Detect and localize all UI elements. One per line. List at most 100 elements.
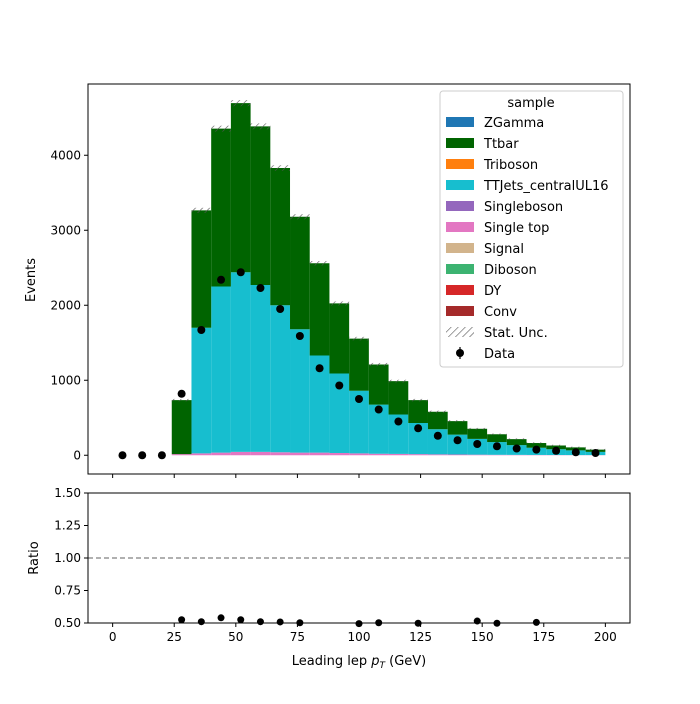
bar-ttbar — [191, 210, 211, 327]
ratio-point — [178, 616, 185, 623]
bar-single-top — [231, 452, 251, 455]
bar-ttjets-centralul16 — [231, 272, 251, 452]
legend-label: Single top — [484, 221, 549, 236]
data-point — [335, 382, 343, 390]
bar-single-top — [270, 452, 290, 455]
legend-swatch — [446, 201, 474, 211]
legend-swatch — [446, 117, 474, 127]
stat-unc-band — [329, 301, 349, 305]
x-tick-label: 75 — [290, 630, 305, 644]
bar-ttbar — [310, 263, 330, 355]
legend-label: Data — [484, 347, 515, 362]
data-point — [197, 326, 205, 334]
x-tick-label: 25 — [167, 630, 182, 644]
data-point — [532, 446, 540, 454]
x-tick-label: 200 — [594, 630, 617, 644]
stat-unc-band — [290, 214, 310, 219]
stat-unc-band — [172, 399, 192, 401]
bar-single-top — [329, 453, 349, 455]
ratio-y-axis-label: Ratio — [27, 541, 42, 574]
bar-ttbar — [448, 421, 468, 435]
legend-label: Ttbar — [483, 137, 519, 152]
data-point — [414, 424, 422, 432]
main-x-ticks — [113, 474, 606, 478]
data-point — [592, 449, 600, 457]
stat-unc-band — [211, 126, 231, 132]
stat-unc-band — [507, 438, 527, 440]
stat-unc-band — [191, 208, 211, 213]
legend-label: ZGamma — [484, 116, 544, 131]
legend-label: Conv — [484, 305, 517, 320]
data-point — [375, 406, 383, 414]
bar-ttbar — [270, 168, 290, 305]
data-point — [434, 432, 442, 440]
ratio-point — [257, 618, 264, 625]
legend-title: sample — [507, 96, 554, 111]
stat-unc-band — [231, 100, 251, 106]
data-point — [118, 451, 126, 459]
bar-single-top — [191, 453, 211, 455]
y-tick-label: 1.25 — [54, 519, 81, 533]
data-point — [178, 390, 186, 398]
legend-swatch — [446, 243, 474, 253]
y-tick-label: 0.50 — [54, 616, 81, 630]
data-point — [296, 332, 304, 340]
bar-ttbar — [507, 439, 527, 445]
data-point — [572, 448, 580, 456]
bar-ttbar — [369, 365, 389, 405]
data-point — [493, 442, 501, 450]
legend: sample ZGammaTtbarTribosonTTJets_central… — [440, 91, 623, 367]
bar-ttjets-centralul16 — [270, 305, 290, 452]
bar-ttjets-centralul16 — [290, 329, 310, 452]
x-tick-label: 175 — [532, 630, 555, 644]
y-tick-label: 1000 — [50, 373, 81, 387]
bar-ttbar — [408, 400, 428, 423]
legend-label: DY — [484, 284, 501, 299]
bar-single-top — [349, 453, 369, 455]
data-point — [256, 284, 264, 292]
bar-ttjets-centralul16 — [251, 285, 271, 452]
bar-single-top — [310, 453, 330, 456]
data-point — [276, 305, 284, 313]
ratio-point — [277, 618, 284, 625]
data-point — [473, 440, 481, 448]
bar-single-top — [428, 454, 448, 455]
stat-unc-band — [251, 123, 271, 129]
bar-single-top — [251, 452, 271, 455]
bar-single-top — [408, 454, 428, 455]
legend-label: TTJets_centralUL16 — [483, 179, 609, 194]
ratio-point — [237, 616, 244, 623]
data-point — [138, 451, 146, 459]
bar-ttbar — [290, 217, 310, 330]
stat-unc-band — [310, 261, 330, 266]
data-point — [394, 418, 402, 426]
stat-unc-band — [369, 363, 389, 366]
bar-ttbar — [231, 103, 251, 272]
y-tick-label: 0 — [73, 448, 81, 462]
ratio-point — [533, 619, 540, 626]
bar-single-top — [290, 453, 310, 456]
legend-swatch — [446, 306, 474, 316]
data-point — [355, 395, 363, 403]
x-tick-label: 150 — [471, 630, 494, 644]
x-axis-label-unit: (GeV) — [385, 654, 426, 669]
bar-ttbar — [389, 381, 409, 414]
data-point — [316, 364, 324, 372]
data-point — [217, 276, 225, 284]
stat-unc-band — [467, 428, 487, 430]
bar-ttbar — [172, 400, 192, 454]
bar-ttjets-centralul16 — [211, 287, 231, 453]
legend-label: Singleboson — [484, 200, 563, 215]
bar-ttbar — [467, 429, 487, 439]
y-tick-label: 1.50 — [54, 486, 81, 500]
x-tick-label: 50 — [228, 630, 243, 644]
bar-single-top — [389, 454, 409, 455]
legend-swatch — [446, 159, 474, 169]
bar-single-top — [211, 453, 231, 456]
bar-ttbar — [329, 303, 349, 373]
bar-single-top — [448, 455, 468, 456]
stat-unc-band — [270, 165, 290, 171]
